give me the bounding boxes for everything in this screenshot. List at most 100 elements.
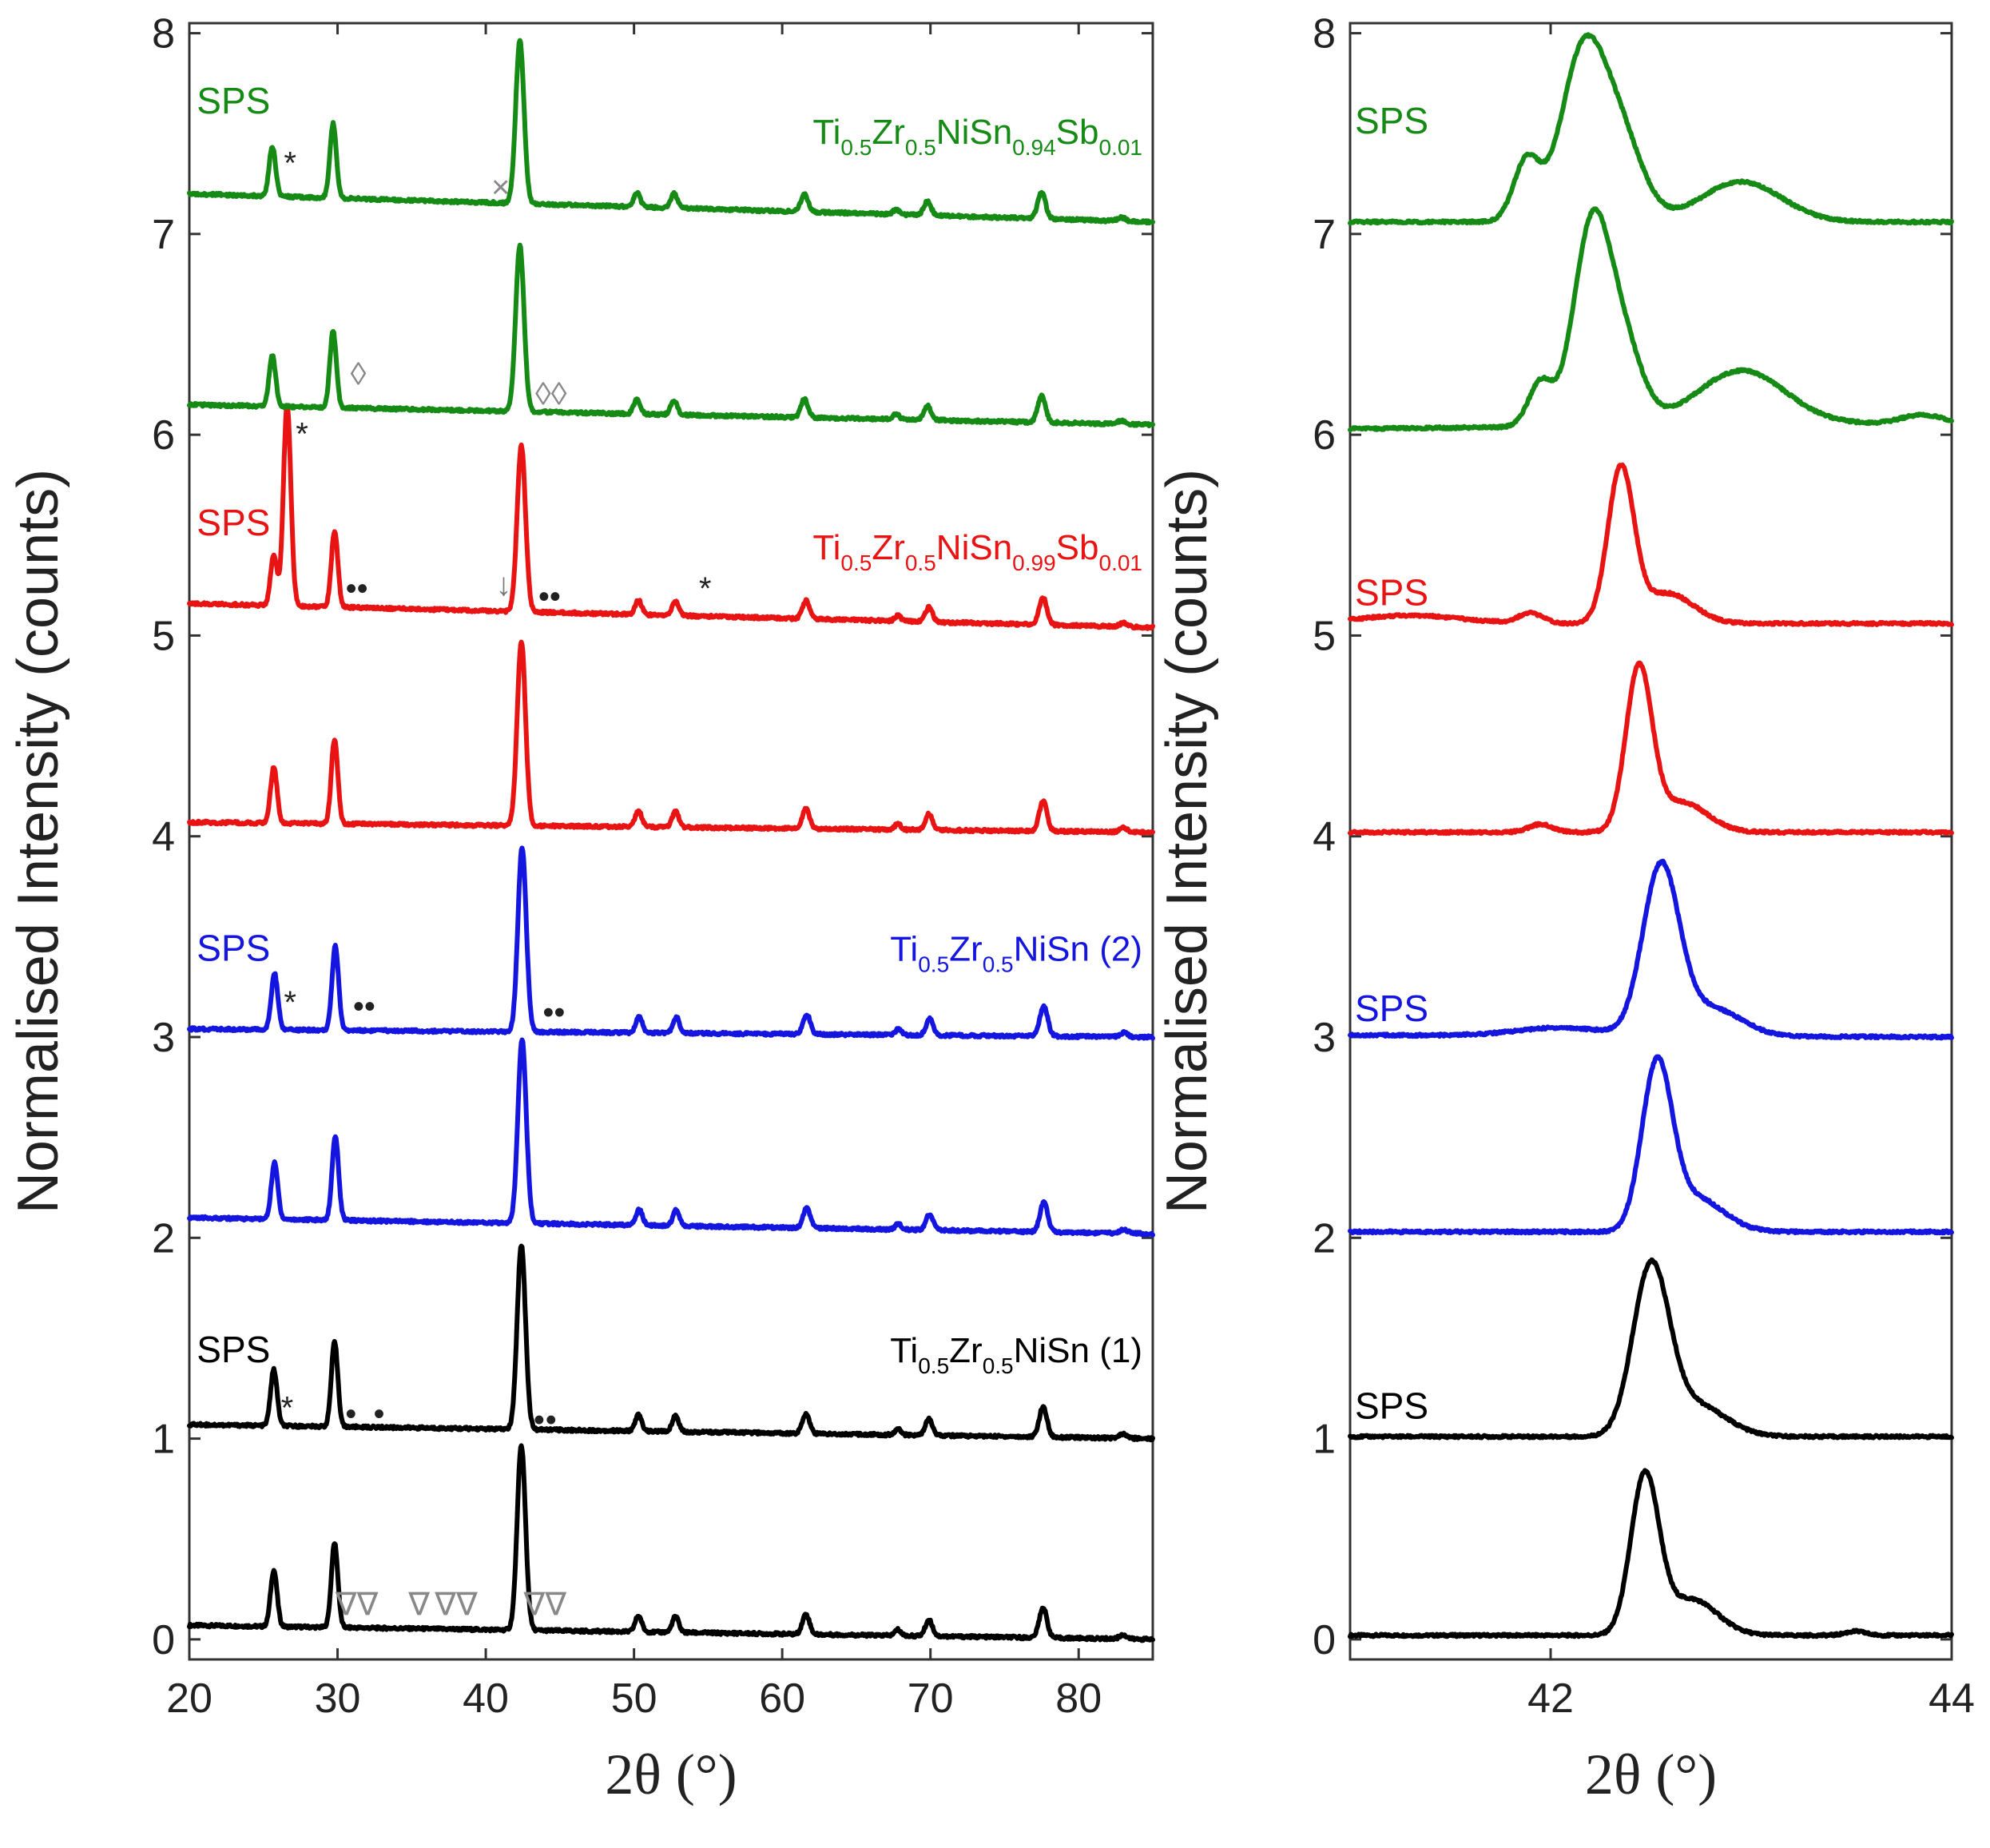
composition-part: 0.5 bbox=[905, 135, 936, 160]
zoom-series-line-5 bbox=[1348, 462, 1954, 627]
x-tick-label: 40 bbox=[463, 1675, 509, 1722]
phase-marker: ∇ bbox=[407, 1588, 430, 1623]
x-axis-title: 2θ (°) bbox=[605, 1743, 737, 1806]
composition-part: NiSn bbox=[936, 528, 1012, 567]
plot-frame-0 bbox=[188, 22, 1154, 1661]
plot-frame-1 bbox=[1349, 22, 1953, 1661]
phase-marker: • bbox=[345, 1397, 356, 1432]
full-pattern-panel: 0 1 2 3 4 5 6 7 8 20 30 40 50 60 70 80 2θ (°) Normalised … bbox=[6, 11, 1155, 1806]
phase-marker: •• bbox=[538, 579, 561, 614]
x-tick-label: 50 bbox=[611, 1675, 657, 1722]
phase-marker: ◊◊ bbox=[535, 376, 567, 411]
x-tick-label: 20 bbox=[166, 1675, 213, 1722]
composition-part: Zr bbox=[872, 528, 905, 567]
phase-marker: •• bbox=[353, 989, 375, 1024]
sps-label: SPS bbox=[1355, 572, 1428, 614]
composition-label: Ti0.5Zr0.5NiSn0.99Sb0.01 bbox=[812, 528, 1142, 575]
composition-part: Ti bbox=[812, 113, 840, 152]
phase-marker: • bbox=[373, 1397, 384, 1432]
zoom-series-line-1 bbox=[1348, 1257, 1954, 1441]
x-tick-label: 70 bbox=[908, 1675, 954, 1722]
y-tick-label: 8 bbox=[1313, 11, 1336, 58]
phase-marker: * bbox=[284, 985, 296, 1020]
composition-part: NiSn (1) bbox=[1014, 1331, 1142, 1370]
y-tick-label: 4 bbox=[152, 814, 175, 860]
composition-part: Zr bbox=[949, 1331, 983, 1370]
composition-part: 0.01 bbox=[1099, 135, 1143, 160]
composition-part: 0.5 bbox=[840, 135, 872, 160]
composition-part: 0.5 bbox=[918, 952, 949, 977]
phase-marker: * bbox=[699, 571, 712, 606]
y-tick-label: 7 bbox=[152, 212, 175, 258]
zoom-panel: 0 1 2 3 4 5 6 7 8 42 44 2θ (°) Normalised Intensity … bbox=[1155, 11, 1975, 1806]
y-tick-label: 7 bbox=[1313, 212, 1336, 258]
y-tick-label: 2 bbox=[152, 1215, 175, 1262]
composition-part: Zr bbox=[872, 113, 905, 152]
phase-marker: ∇∇ bbox=[523, 1588, 567, 1623]
series-line-5 bbox=[187, 403, 1155, 631]
y-tick-label: 0 bbox=[152, 1617, 175, 1663]
zoom-series-line-2 bbox=[1348, 1054, 1954, 1236]
composition-part: Sb bbox=[1056, 528, 1099, 567]
composition-part: 0.5 bbox=[840, 550, 872, 575]
composition-label: Ti0.5Zr0.5NiSn (2) bbox=[890, 930, 1142, 977]
composition-part: Ti bbox=[890, 1331, 918, 1370]
composition-part: 0.99 bbox=[1012, 550, 1056, 575]
composition-part: 0.01 bbox=[1099, 550, 1143, 575]
phase-marker: * bbox=[296, 417, 308, 452]
composition-label: Ti0.5Zr0.5NiSn0.94Sb0.01 bbox=[812, 113, 1142, 160]
series-line-0 bbox=[187, 1443, 1155, 1643]
composition-part: Ti bbox=[812, 528, 840, 567]
y-tick-label: 6 bbox=[1313, 412, 1336, 459]
series-line-6 bbox=[187, 242, 1155, 428]
y-tick-label: 0 bbox=[1313, 1617, 1336, 1663]
composition-part: 0.5 bbox=[905, 550, 936, 575]
y-axis-title: Normalised Intensity (counts) bbox=[6, 469, 70, 1214]
zoom-series-line-6 bbox=[1348, 206, 1954, 433]
zoom-series-line-4 bbox=[1348, 660, 1954, 837]
y-tick-label: 5 bbox=[1313, 613, 1336, 659]
x-tick-label: 30 bbox=[315, 1675, 361, 1722]
zoom-series-line-0 bbox=[1348, 1468, 1954, 1639]
x-tick-label: 60 bbox=[759, 1675, 805, 1722]
phase-marker: • bbox=[546, 1403, 557, 1438]
composition-part: 0.5 bbox=[983, 1353, 1014, 1378]
y-tick-label: 3 bbox=[1313, 1015, 1336, 1061]
phase-marker: ∇∇ bbox=[335, 1588, 379, 1623]
zoom-series-line-7 bbox=[1348, 32, 1954, 226]
composition-part: 0.5 bbox=[983, 952, 1014, 977]
composition-part: 0.5 bbox=[918, 1353, 949, 1378]
series-line-2 bbox=[187, 1037, 1155, 1238]
sps-label: SPS bbox=[1355, 988, 1428, 1029]
phase-marker: • bbox=[534, 1403, 545, 1438]
phase-marker: × bbox=[491, 170, 510, 205]
series-line-4 bbox=[187, 639, 1155, 836]
zoom-series-line-3 bbox=[1348, 858, 1954, 1041]
sps-label: SPS bbox=[197, 502, 270, 543]
composition-part: Ti bbox=[890, 930, 918, 969]
x-tick-label: 44 bbox=[1928, 1675, 1975, 1722]
x-tick-label: 42 bbox=[1527, 1675, 1574, 1722]
series-line-7 bbox=[187, 38, 1155, 226]
x-axis-title: 2θ (°) bbox=[1585, 1743, 1717, 1806]
series-line-3 bbox=[187, 845, 1155, 1041]
phase-marker: ∇∇ bbox=[434, 1588, 478, 1623]
y-tick-label: 4 bbox=[1313, 814, 1336, 860]
y-tick-label: 6 bbox=[152, 412, 175, 459]
y-tick-label: 1 bbox=[152, 1417, 175, 1463]
phase-marker: * bbox=[281, 1390, 294, 1425]
composition-part: Zr bbox=[949, 930, 983, 969]
phase-marker: •• bbox=[542, 995, 565, 1030]
sps-label: SPS bbox=[1355, 100, 1428, 141]
x-tick-label: 80 bbox=[1055, 1675, 1102, 1722]
series-line-1 bbox=[187, 1243, 1155, 1443]
y-tick-label: 1 bbox=[1313, 1417, 1336, 1463]
composition-label: Ti0.5Zr0.5NiSn (1) bbox=[890, 1331, 1142, 1378]
sps-label: SPS bbox=[197, 80, 270, 121]
sps-label: SPS bbox=[1355, 1385, 1428, 1426]
phase-marker: ↓ bbox=[495, 567, 511, 602]
y-tick-label: 8 bbox=[152, 11, 175, 58]
phase-marker: ◊ bbox=[351, 356, 367, 391]
y-tick-label: 3 bbox=[152, 1015, 175, 1061]
